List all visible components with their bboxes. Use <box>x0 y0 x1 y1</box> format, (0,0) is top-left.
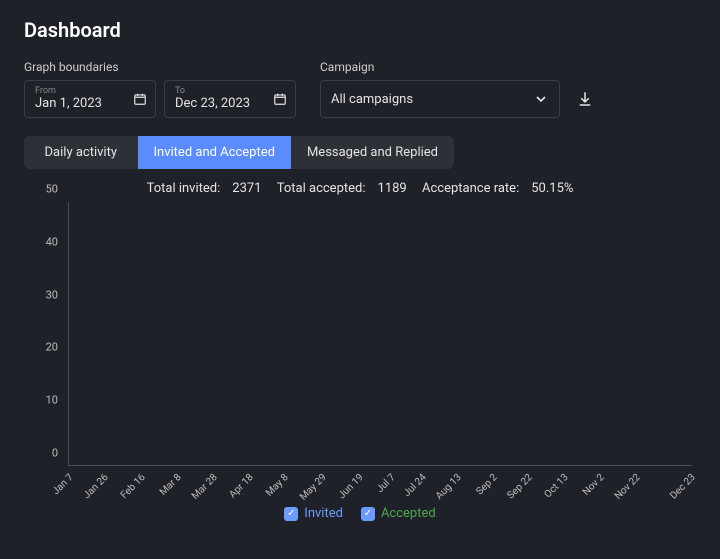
y-axis: 01020304050 <box>36 202 62 466</box>
legend-invited[interactable]: ✓ Invited <box>284 506 343 521</box>
from-date-input[interactable]: From Jan 1, 2023 <box>24 80 156 118</box>
campaign-value: All campaigns <box>331 92 413 107</box>
x-tick: Mar 8 <box>158 472 184 498</box>
y-tick: 50 <box>46 183 58 196</box>
x-tick: Feb 16 <box>119 472 148 501</box>
checkbox-checked-icon: ✓ <box>361 507 375 521</box>
chart-stats: Total invited: 2371 Total accepted: 1189 A… <box>24 181 696 196</box>
x-tick: Sep 22 <box>506 472 535 501</box>
y-tick: 40 <box>46 235 58 248</box>
x-tick: Nov 22 <box>612 472 642 502</box>
x-tick: Sep 2 <box>474 472 499 497</box>
x-tick: Apr 18 <box>227 472 255 500</box>
from-date-value: Jan 1, 2023 <box>35 96 145 111</box>
to-date-input[interactable]: To Dec 23, 2023 <box>164 80 296 118</box>
total-invited-value: 2371 <box>232 181 261 196</box>
calendar-icon <box>133 92 147 106</box>
legend-accepted[interactable]: ✓ Accepted <box>361 506 436 521</box>
plot-area <box>68 202 692 466</box>
x-axis: Jan 7Jan 26Feb 16Mar 8Mar 28Apr 18May 8M… <box>68 468 692 502</box>
tab-invited-accepted[interactable]: Invited and Accepted <box>138 136 291 169</box>
total-invited-label: Total invited: <box>147 181 221 196</box>
tab-messaged-replied[interactable]: Messaged and Replied <box>291 136 454 169</box>
checkbox-checked-icon: ✓ <box>284 507 298 521</box>
x-tick: Jul 7 <box>375 472 398 495</box>
chart: 01020304050 Jan 7Jan 26Feb 16Mar 8Mar 28… <box>36 202 692 502</box>
x-tick: Nov 2 <box>581 472 607 498</box>
x-tick: May 8 <box>264 472 291 499</box>
x-tick: Jun 19 <box>337 472 366 501</box>
y-tick: 0 <box>52 447 58 460</box>
y-tick: 30 <box>46 288 58 301</box>
x-tick: Mar 28 <box>189 472 219 502</box>
y-tick: 10 <box>46 394 58 407</box>
x-tick: Jan 26 <box>82 472 111 501</box>
acceptance-rate-label: Acceptance rate: <box>422 181 519 196</box>
calendar-icon <box>273 92 287 106</box>
x-tick: Dec 23 <box>668 472 698 502</box>
campaign-group: Campaign All campaigns <box>320 60 594 118</box>
page-title: Dashboard <box>24 18 696 42</box>
legend-invited-label: Invited <box>304 506 343 521</box>
tab-daily-activity[interactable]: Daily activity <box>24 136 138 169</box>
y-tick: 20 <box>46 341 58 354</box>
campaign-label: Campaign <box>320 60 594 74</box>
from-mini-label: From <box>35 87 145 96</box>
x-tick: Jul 24 <box>401 472 428 499</box>
filters-row: Graph boundaries From Jan 1, 2023 To Dec… <box>24 60 696 118</box>
total-accepted-value: 1189 <box>378 181 407 196</box>
tab-bar: Daily activity Invited and Accepted Mess… <box>24 136 454 169</box>
x-tick: Aug 13 <box>434 472 464 502</box>
download-button[interactable] <box>576 90 594 108</box>
campaign-select[interactable]: All campaigns <box>320 80 560 118</box>
total-accepted-label: Total accepted: <box>277 181 366 196</box>
x-tick: Jan 7 <box>51 472 76 497</box>
graph-boundaries-label: Graph boundaries <box>24 60 296 74</box>
x-tick: Oct 13 <box>543 472 571 500</box>
legend-accepted-label: Accepted <box>381 506 436 521</box>
chevron-down-icon <box>533 91 549 107</box>
to-date-value: Dec 23, 2023 <box>175 96 285 111</box>
to-mini-label: To <box>175 87 285 96</box>
graph-boundaries-group: Graph boundaries From Jan 1, 2023 To Dec… <box>24 60 296 118</box>
acceptance-rate-value: 50.15% <box>531 181 573 196</box>
chart-legend: ✓ Invited ✓ Accepted <box>24 506 696 521</box>
x-tick: May 29 <box>298 472 329 503</box>
